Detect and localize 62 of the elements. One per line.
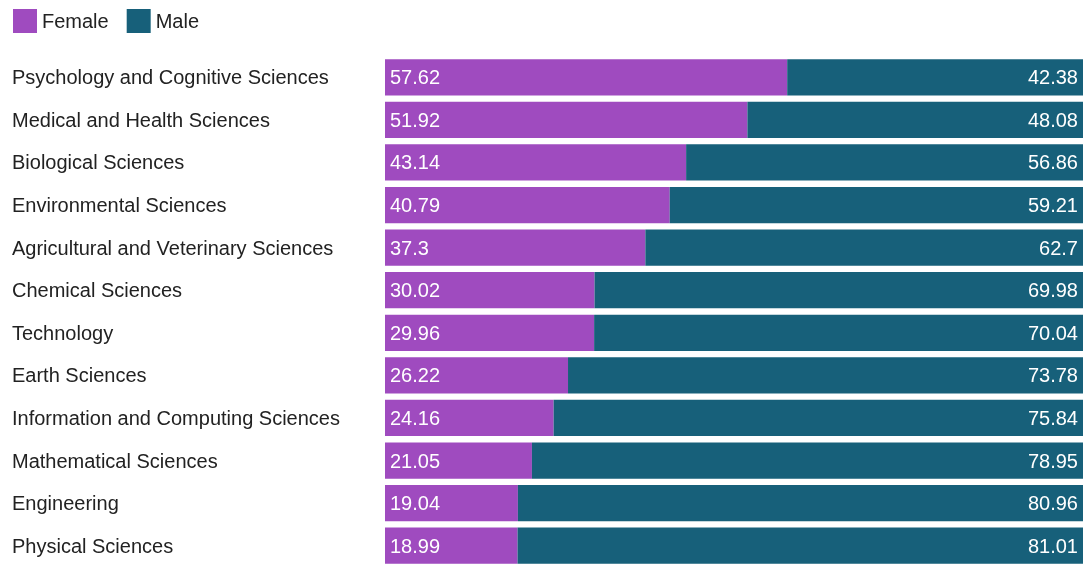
data-label: 56.86 [1027,151,1078,174]
bar [385,186,670,224]
data-label: 18.99 [390,534,441,557]
data-label: 69.98 [1027,279,1078,302]
bar [385,399,554,437]
bar [553,399,1083,437]
data-label: 75.84 [1027,406,1078,429]
bar [517,485,1083,522]
bar [747,101,1083,138]
data-label: 48.08 [1027,108,1078,131]
data-label: 70.04 [1027,321,1078,344]
data-label: 57.62 [390,66,441,89]
bar [385,527,518,564]
data-label: 59.21 [1027,194,1078,217]
data-label: 26.22 [390,364,441,387]
bar [568,357,1083,394]
y-tick-label: Psychology and Cognitive Sciences [12,66,329,89]
bar [517,527,1083,564]
bar [385,442,532,479]
y-tick-label: Engineering [12,492,119,515]
y-tick-label: Mathematical Sciences [12,449,218,472]
data-label: 73.78 [1027,364,1078,387]
y-tick-label: Information and Computing Sciences [12,406,340,429]
data-label: 30.02 [390,279,441,302]
bar [385,59,788,96]
data-label: 29.96 [390,321,441,344]
data-label: 42.38 [1027,66,1078,89]
y-tick-label: Chemical Sciences [12,279,183,302]
data-label: 21.05 [390,449,441,472]
data-label: 40.79 [390,194,441,217]
data-label: 80.96 [1027,492,1078,515]
bar [385,272,595,309]
bar [669,186,1083,224]
bar [385,229,646,266]
data-label: 24.16 [390,406,441,429]
bar [385,144,687,181]
data-label: 51.92 [390,108,441,131]
data-label: 19.04 [390,492,441,515]
bar [594,314,1083,351]
y-tick-label: Earth Sciences [12,364,147,387]
legend-label: Female [42,10,109,32]
y-tick-label: Technology [12,321,114,344]
y-tick-label: Agricultural and Veterinary Sciences [12,236,334,259]
data-label: 43.14 [390,151,441,174]
data-label: 62.7 [1039,236,1078,259]
bar [385,357,569,394]
y-tick-label: Medical and Health Sciences [12,108,270,131]
bar [594,272,1083,309]
bar [645,229,1083,266]
bar [686,144,1083,181]
y-tick-label: Biological Sciences [12,151,185,174]
y-tick-label: Environmental Sciences [12,194,227,217]
data-label: 81.01 [1027,534,1078,557]
legend-label: Male [155,10,200,32]
bar [385,101,748,138]
bar [787,59,1083,96]
y-tick-label: Physical Sciences [12,534,174,557]
bar [385,314,595,351]
data-label: 78.95 [1027,449,1078,472]
bar [531,442,1083,479]
data-label: 37.3 [390,236,429,259]
bar [385,485,518,522]
